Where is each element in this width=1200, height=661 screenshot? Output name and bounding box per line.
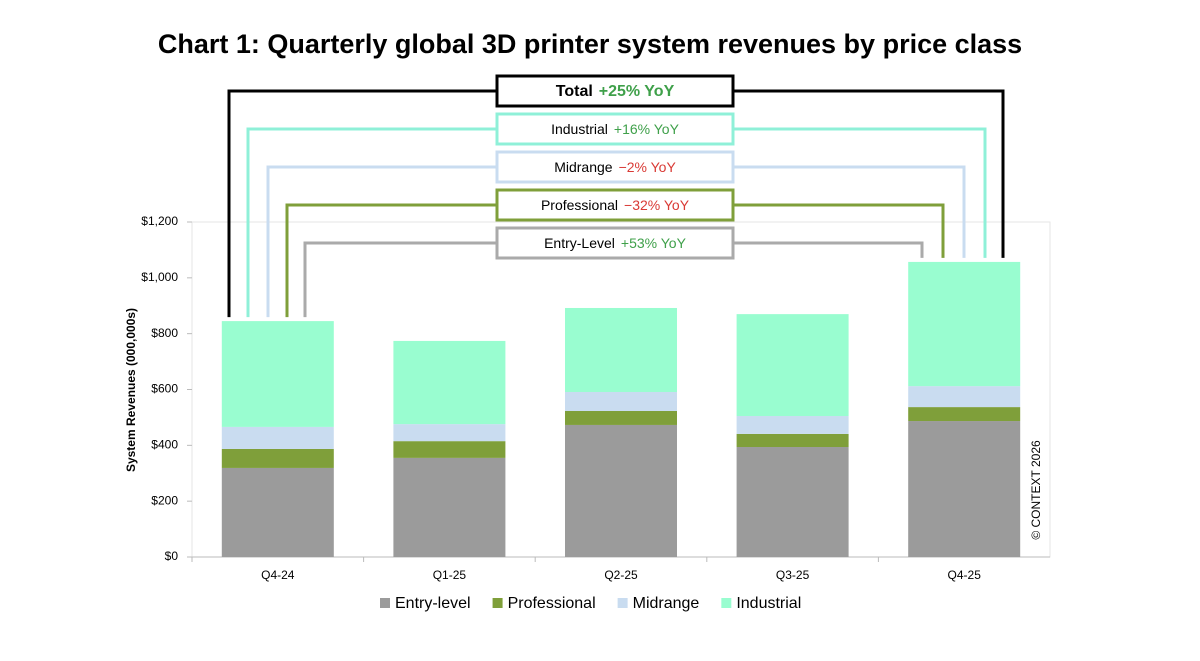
connector bbox=[733, 89, 1005, 258]
watermark: © CONTEXT 2026 bbox=[1029, 440, 1043, 540]
legend-label: Midrange bbox=[633, 595, 700, 612]
y-tick-label: $0 bbox=[165, 549, 179, 563]
bar-segment bbox=[908, 407, 1021, 422]
bar-segment bbox=[565, 307, 677, 393]
bar-segment bbox=[221, 426, 334, 449]
annotation-change: +53% YoY bbox=[621, 235, 687, 251]
x-tick-label: Q1-25 bbox=[433, 568, 467, 582]
connector bbox=[733, 241, 924, 258]
annotation-text: Total +25% YoY bbox=[556, 83, 675, 100]
bar-segment bbox=[221, 448, 334, 468]
y-tick-label: $1,000 bbox=[141, 270, 178, 284]
legend-swatch bbox=[721, 598, 732, 608]
bar-segment bbox=[393, 340, 506, 425]
annotation-label: Entry-Level bbox=[544, 235, 615, 251]
connector bbox=[733, 127, 987, 258]
bar-segment bbox=[393, 457, 506, 557]
y-tick-label: $1,200 bbox=[141, 214, 178, 228]
bar-segment bbox=[565, 410, 677, 425]
bar-segment bbox=[736, 433, 849, 448]
y-tick-label: $200 bbox=[151, 493, 178, 507]
y-axis-label: System Revenues (000,000s) bbox=[124, 308, 138, 472]
connector bbox=[227, 89, 497, 318]
bar-segment bbox=[736, 314, 849, 417]
y-tick-label: $400 bbox=[151, 438, 178, 452]
annotation-label: Industrial bbox=[551, 121, 608, 137]
annotation-change: −2% YoY bbox=[619, 159, 677, 175]
legend-label: Industrial bbox=[736, 595, 801, 612]
legend-swatch bbox=[492, 598, 503, 608]
bar-segment bbox=[565, 392, 677, 411]
annotation-text: Entry-Level +53% YoY bbox=[544, 235, 686, 251]
bar-segment bbox=[736, 447, 849, 557]
bar-segment bbox=[908, 386, 1021, 408]
y-tick-label: $800 bbox=[151, 326, 178, 340]
annotation-label: Midrange bbox=[554, 159, 613, 175]
bar-segment bbox=[736, 416, 849, 434]
connector bbox=[303, 241, 497, 318]
annotation-change: +25% YoY bbox=[599, 83, 675, 100]
x-tick-label: Q4-24 bbox=[261, 568, 295, 582]
x-tick-label: Q4-25 bbox=[948, 568, 982, 582]
annotation-box bbox=[495, 226, 735, 260]
bar-segment bbox=[221, 467, 334, 557]
connector bbox=[285, 203, 497, 318]
bar-segment bbox=[393, 441, 506, 458]
bar-segment bbox=[908, 421, 1021, 557]
x-tick-label: Q2-25 bbox=[604, 568, 638, 582]
connector bbox=[733, 165, 966, 258]
legend-label: Entry-level bbox=[395, 595, 471, 612]
legend-swatch bbox=[380, 598, 390, 608]
annotation-text: Professional −32% YoY bbox=[541, 197, 690, 213]
annotation-box bbox=[495, 74, 735, 108]
bar-segment bbox=[221, 321, 334, 427]
chart-title: Chart 1: Quarterly global 3D printer sys… bbox=[158, 29, 1022, 59]
annotation-box bbox=[495, 188, 735, 222]
annotation-text: Industrial +16% YoY bbox=[551, 121, 679, 137]
annotation-box bbox=[495, 150, 735, 184]
y-tick-label: $600 bbox=[151, 382, 178, 396]
legend-swatch bbox=[617, 598, 628, 608]
legend-label: Professional bbox=[508, 595, 596, 612]
annotation-label: Professional bbox=[541, 197, 618, 213]
connector bbox=[246, 127, 497, 318]
connector bbox=[266, 165, 497, 318]
annotation-box bbox=[495, 112, 735, 146]
bar-segment bbox=[908, 261, 1021, 387]
bar-segment bbox=[393, 424, 506, 442]
annotation-text: Midrange −2% YoY bbox=[554, 159, 676, 175]
annotation-change: −32% YoY bbox=[624, 197, 690, 213]
annotation-change: +16% YoY bbox=[614, 121, 680, 137]
connector bbox=[733, 203, 945, 258]
bar-segment bbox=[565, 424, 677, 557]
annotation-label: Total bbox=[556, 83, 593, 100]
x-tick-label: Q3-25 bbox=[776, 568, 810, 582]
